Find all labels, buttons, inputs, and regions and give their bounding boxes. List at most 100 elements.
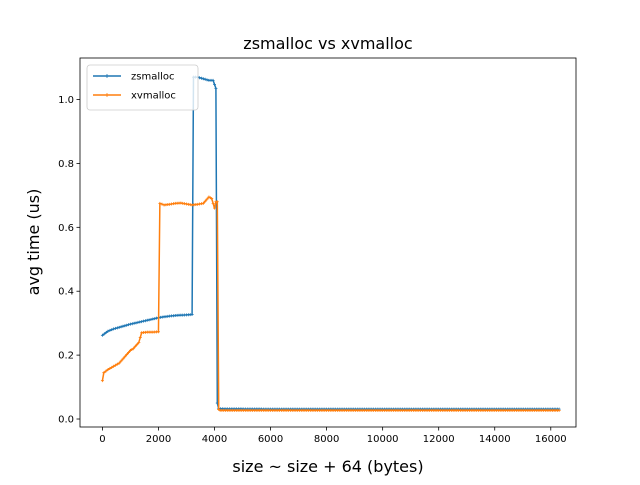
y-tick-label: 0.6	[58, 223, 74, 234]
zsmalloc-point	[199, 76, 203, 80]
zsmalloc-point	[119, 325, 123, 329]
zsmalloc-point	[106, 329, 110, 333]
zsmalloc-point	[134, 321, 138, 325]
series-layer	[100, 75, 561, 412]
xvmalloc-point	[203, 199, 207, 203]
zsmalloc-point	[203, 77, 207, 81]
xvmalloc-point	[106, 367, 110, 371]
xvmalloc-point	[125, 353, 129, 357]
chart-title: zsmalloc vs xvmalloc	[243, 34, 412, 53]
zsmalloc-point	[115, 326, 119, 330]
legend-zsmalloc-marker	[105, 74, 109, 78]
zsmalloc-point	[151, 317, 155, 321]
xvmalloc-point	[104, 369, 108, 373]
zsmalloc-point	[136, 320, 140, 324]
zsmalloc-point	[143, 319, 147, 323]
xvmalloc-point	[117, 361, 121, 365]
y-tick-label: 0.8	[58, 159, 74, 170]
x-tick-label: 2000	[146, 434, 171, 445]
zsmalloc-point	[211, 78, 215, 82]
zsmalloc-point	[102, 332, 106, 336]
xvmalloc-point	[138, 336, 142, 340]
xvmalloc-point	[112, 364, 116, 368]
xvmalloc-point	[158, 201, 162, 205]
zsmalloc-point	[201, 77, 205, 81]
x-tick-label: 14000	[479, 434, 511, 445]
xvmalloc-point	[557, 408, 561, 412]
xvmalloc-point	[113, 363, 117, 367]
xvmalloc-point	[123, 355, 127, 359]
zsmalloc-point	[142, 319, 146, 323]
xvmalloc-point	[160, 202, 164, 206]
legend-xvmalloc-marker	[105, 93, 109, 97]
y-axis: 0.0 0.2 0.4 0.6 0.8 1.0	[58, 95, 80, 426]
zsmalloc-point	[128, 322, 132, 326]
zsmalloc-point	[138, 320, 142, 324]
x-tick-label: 6000	[258, 434, 283, 445]
plot-area	[80, 58, 576, 427]
zsmalloc-point	[113, 326, 117, 330]
zsmalloc-point	[205, 78, 209, 82]
zsmalloc-point	[147, 318, 151, 322]
xvmalloc-point	[210, 197, 214, 201]
zsmalloc-point	[132, 321, 136, 325]
xvmalloc-point	[131, 347, 135, 351]
zsmalloc-point	[213, 82, 217, 86]
zsmalloc-point	[145, 318, 149, 322]
axes-frame	[79, 57, 577, 428]
xvmalloc-point	[110, 365, 114, 369]
xvmalloc-point	[127, 350, 131, 354]
zsmalloc-point	[127, 323, 131, 327]
xvmalloc-point	[108, 366, 112, 370]
xvmalloc-point	[121, 357, 125, 361]
zsmalloc-point	[130, 322, 134, 326]
xvmalloc-point	[137, 340, 141, 344]
x-tick-label: 8000	[314, 434, 339, 445]
zsmalloc-point	[108, 328, 112, 332]
xvmalloc-point	[135, 342, 139, 346]
xvmalloc-point	[100, 379, 104, 383]
y-tick-label: 0.4	[58, 287, 74, 298]
x-axis-label: size ~ size + 64 (bytes)	[232, 457, 423, 476]
zsmalloc-point	[214, 86, 218, 90]
xvmalloc-point	[156, 330, 160, 334]
xvmalloc-point	[102, 371, 106, 375]
zsmalloc-point	[140, 320, 144, 324]
xvmalloc-point	[213, 206, 217, 210]
x-tick-label: 12000	[423, 434, 455, 445]
zsmalloc-point	[198, 76, 202, 80]
legend: zsmalloc xvmalloc	[86, 64, 199, 111]
x-tick-label: 16000	[535, 434, 567, 445]
y-tick-label: 0.0	[58, 415, 74, 426]
legend-zsmalloc-label: zsmalloc	[131, 72, 175, 83]
zsmalloc-point	[121, 324, 125, 328]
zsmalloc-point	[153, 317, 157, 321]
y-tick-label: 1.0	[58, 95, 74, 106]
x-tick-label: 4000	[202, 434, 227, 445]
zsmalloc-point	[104, 331, 108, 335]
xvmalloc-point	[205, 197, 209, 201]
zsmalloc-point	[149, 317, 153, 321]
zsmalloc-point	[190, 313, 194, 317]
x-axis: 0 2000 4000 6000 8000 10000 12000 14000 16000	[99, 427, 567, 445]
xvmalloc-point	[115, 362, 119, 366]
zsmalloc-point	[110, 328, 114, 332]
legend-entries: zsmalloc xvmalloc	[93, 72, 176, 102]
zsmalloc-point	[123, 324, 127, 328]
legend-xvmalloc-label: xvmalloc	[131, 91, 176, 102]
zsmalloc-point	[155, 316, 159, 320]
xvmalloc-point	[211, 201, 215, 205]
series-xvmalloc	[100, 195, 561, 412]
x-tick-label: 10000	[367, 434, 399, 445]
zsmalloc-point	[112, 327, 116, 331]
y-axis-label: avg time (us)	[24, 189, 43, 296]
xvmalloc-point	[201, 201, 205, 205]
zsmalloc-point	[125, 323, 129, 327]
x-tick-label: 0	[99, 434, 105, 445]
zsmalloc-point	[100, 333, 104, 337]
xvmalloc-point	[133, 345, 137, 349]
y-tick-label: 0.2	[58, 351, 74, 362]
zsmalloc-point	[117, 325, 121, 329]
